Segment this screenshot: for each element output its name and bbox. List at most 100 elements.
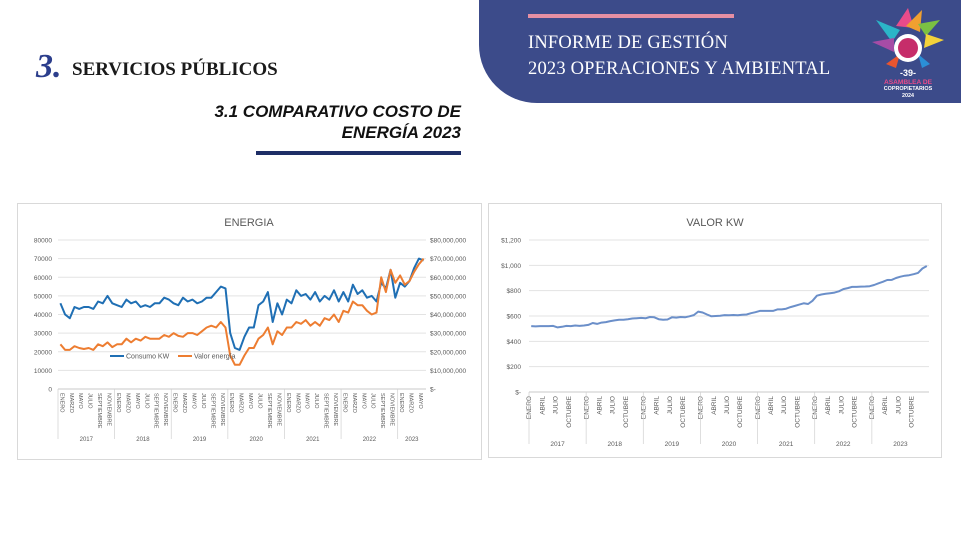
x-tick-label: SEPTIEMBRE xyxy=(323,393,329,429)
y-right-tick-label: $30,000,000 xyxy=(430,331,467,338)
x-tick-label: ENERO xyxy=(640,396,647,419)
y-tick-label: $- xyxy=(515,390,521,397)
legend-label: Consumo KW xyxy=(126,354,170,361)
x-tick-label: OCTUBRE xyxy=(623,395,630,427)
x-tick-label: SEPTIEMBRE xyxy=(209,393,215,429)
x-tick-label: MARZO xyxy=(351,393,357,414)
x-tick-label: OCTUBRE xyxy=(794,395,801,427)
x-tick-label: ABRIL xyxy=(711,396,718,415)
x-tick-label: MARZO xyxy=(68,393,74,414)
y-tick-label: $1,000 xyxy=(501,263,521,270)
logo-line2: COPROPIETARIOS xyxy=(884,86,933,92)
year-label: 2021 xyxy=(779,441,794,448)
series-line-consumo-kw xyxy=(59,257,424,351)
x-tick-label: JULIO xyxy=(667,396,674,414)
y-left-tick-label: 20000 xyxy=(34,349,52,356)
x-tick-label: ENERO xyxy=(583,396,590,419)
x-tick-label: ENERO xyxy=(812,396,819,419)
year-label: 2021 xyxy=(306,437,320,443)
x-tick-label: MAYO xyxy=(417,393,423,410)
x-tick-label: ABRIL xyxy=(539,396,546,415)
chart-title: VALOR KW xyxy=(686,217,744,229)
year-label: 2022 xyxy=(363,437,377,443)
x-tick-label: ENERO xyxy=(398,393,404,413)
y-tick-label: $800 xyxy=(507,288,522,295)
x-tick-label: ENERO xyxy=(755,396,762,419)
year-label: 2018 xyxy=(607,441,622,448)
x-tick-label: MARZO xyxy=(407,393,413,414)
x-tick-label: MAYO xyxy=(247,393,253,410)
x-tick-label: MAYO xyxy=(360,393,366,410)
x-tick-label: OCTUBRE xyxy=(909,395,916,427)
x-tick-label: ABRIL xyxy=(654,396,661,415)
x-tick-label: OCTUBRE xyxy=(680,395,687,427)
logo-line1: ASAMBLEA DE xyxy=(884,79,933,86)
x-tick-label: JULIO xyxy=(724,396,731,414)
y-left-tick-label: 50000 xyxy=(34,293,52,300)
y-right-tick-label: $60,000,000 xyxy=(430,275,467,282)
year-label: 2022 xyxy=(836,441,851,448)
x-tick-label: ENERO xyxy=(115,393,121,413)
y-right-tick-label: $70,000,000 xyxy=(430,256,467,263)
logo-year: 2024 xyxy=(902,93,914,99)
x-tick-label: ENERO xyxy=(526,396,533,419)
x-tick-label: JULIO xyxy=(87,393,93,409)
x-tick-label: JULIO xyxy=(370,393,376,409)
y-left-tick-label: 40000 xyxy=(34,312,52,319)
y-right-tick-label: $20,000,000 xyxy=(430,349,467,356)
y-left-tick-label: 70000 xyxy=(34,256,52,263)
year-label: 2023 xyxy=(893,441,908,448)
valor-kw-chart-panel: VALOR KW $- $200 $400 $600 $800 $1,000 $1,200 EN… xyxy=(488,203,942,458)
series-line-valor-kw xyxy=(531,265,928,329)
x-tick-label: NOVIEMBRE xyxy=(389,393,395,426)
series-line-valor-energia xyxy=(59,257,425,366)
chart-title: ENERGIA xyxy=(224,217,274,229)
x-tick-label: NOVIEMBRE xyxy=(106,393,112,426)
year-label: 2019 xyxy=(665,441,680,448)
y-right-tick-label: $10,000,000 xyxy=(430,368,467,375)
y-right-tick-label: $50,000,000 xyxy=(430,293,467,300)
y-tick-label: $400 xyxy=(507,339,522,346)
x-tick-label: JULIO xyxy=(257,393,263,409)
year-label: 2020 xyxy=(249,437,263,443)
y-tick-label: $200 xyxy=(507,364,522,371)
x-tick-label: ENERO xyxy=(341,393,347,413)
x-tick-label: MARZO xyxy=(181,393,187,414)
energia-chart-panel: ENERGIA 0 10000 20000 30000 40000 50000 60000 70… xyxy=(17,203,482,460)
x-tick-label: MARZO xyxy=(124,393,130,414)
x-tick-label: ENERO xyxy=(58,393,64,413)
x-tick-label: OCTUBRE xyxy=(737,395,744,427)
x-tick-label: MAYO xyxy=(304,393,310,410)
y-right-tick-label: $- xyxy=(430,387,436,394)
x-tick-label: ENERO xyxy=(172,393,178,413)
year-label: 2019 xyxy=(193,437,207,443)
x-tick-label: OCTUBRE xyxy=(566,395,573,427)
year-label: 2017 xyxy=(550,441,565,448)
x-tick-label: JULIO xyxy=(313,393,319,409)
x-tick-label: SEPTIEMBRE xyxy=(153,393,159,429)
x-tick-label: NOVIEMBRE xyxy=(219,393,225,426)
report-title: INFORME DE GESTIÓN 2023 OPERACIONES Y AM… xyxy=(528,30,868,82)
x-tick-label: ENERO xyxy=(869,396,876,419)
x-tick-label: JULIO xyxy=(895,396,902,414)
x-tick-label: NOVIEMBRE xyxy=(275,393,281,426)
x-tick-label: ENERO xyxy=(228,393,234,413)
x-tick-label: MAYO xyxy=(190,393,196,410)
x-tick-label: NOVIEMBRE xyxy=(162,393,168,426)
x-tick-label: SEPTIEMBRE xyxy=(266,393,272,429)
subsection-title: 3.1 COMPARATIVO COSTO DE ENERGÍA 2023 xyxy=(190,101,461,143)
logo-number: -39- xyxy=(900,68,916,78)
section-title: SERVICIOS PÚBLICOS xyxy=(72,59,278,80)
energia-chart: ENERGIA 0 10000 20000 30000 40000 50000 60000 70… xyxy=(34,217,467,443)
x-tick-label: MAYO xyxy=(134,393,140,410)
x-tick-label: SEPTIEMBRE xyxy=(379,393,385,429)
x-tick-label: MARZO xyxy=(294,393,300,414)
y-left-tick-label: 60000 xyxy=(34,275,52,282)
x-tick-label: SEPTIEMBRE xyxy=(96,393,102,429)
section-number: 3. xyxy=(36,48,62,85)
y-left-tick-label: 80000 xyxy=(34,238,52,245)
y-left-tick-label: 0 xyxy=(48,387,52,394)
legend-label: Valor energía xyxy=(194,354,236,361)
x-tick-label: ENERO xyxy=(698,396,705,419)
x-tick-label: MARZO xyxy=(238,393,244,414)
